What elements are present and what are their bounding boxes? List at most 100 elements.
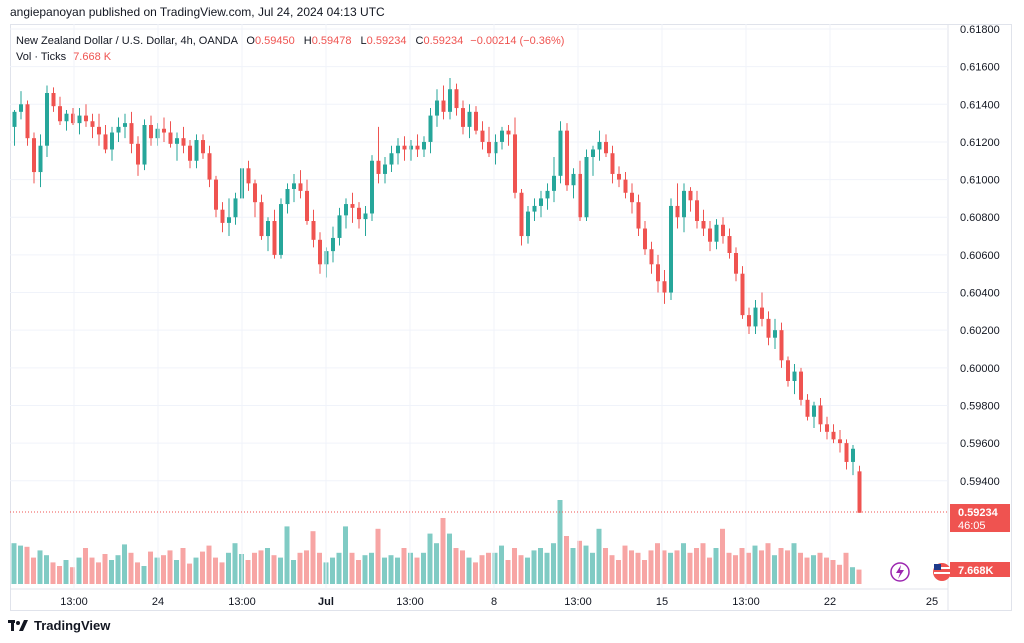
volume-bar bbox=[629, 550, 634, 584]
candle-body bbox=[149, 125, 153, 139]
y-tick-label: 0.61200 bbox=[960, 137, 1000, 149]
candle-body bbox=[851, 448, 855, 462]
footer-brand[interactable]: TradingView bbox=[8, 618, 110, 633]
x-tick-label: Jul bbox=[318, 596, 334, 608]
high-label: H bbox=[303, 35, 312, 47]
volume-bar bbox=[343, 526, 348, 584]
y-tick-label: 0.60000 bbox=[960, 363, 1000, 375]
lightning-event-icon[interactable] bbox=[890, 562, 910, 582]
volume-bar bbox=[174, 560, 179, 584]
volume-bar bbox=[512, 548, 517, 584]
volume-bar bbox=[167, 550, 173, 584]
candle-body bbox=[409, 145, 413, 150]
candle-body bbox=[545, 190, 550, 199]
volume-bar bbox=[317, 552, 322, 584]
candle-body bbox=[415, 145, 420, 150]
volume-bar bbox=[375, 528, 381, 584]
candle-body bbox=[682, 190, 686, 218]
x-tick-label: 13:00 bbox=[60, 596, 88, 608]
candle-body bbox=[818, 405, 823, 425]
candle-body bbox=[363, 213, 368, 220]
volume-bar bbox=[349, 552, 355, 584]
volume-bar bbox=[765, 543, 771, 584]
volume-bar bbox=[154, 557, 160, 584]
last-price-label: 0.59234 bbox=[958, 507, 999, 519]
candle-body bbox=[129, 123, 134, 144]
high-value: 0.59478 bbox=[311, 35, 352, 47]
volume-bar bbox=[811, 555, 816, 584]
volume-bar bbox=[752, 545, 758, 584]
last-price-badge bbox=[950, 504, 1010, 533]
candle-body bbox=[402, 145, 407, 150]
volume-bar bbox=[674, 550, 680, 584]
candle-body bbox=[389, 153, 394, 165]
candle-body bbox=[292, 183, 296, 189]
volume-bar bbox=[746, 552, 751, 584]
candle-body bbox=[812, 405, 816, 417]
open-label: O bbox=[246, 35, 255, 47]
volume-bar bbox=[401, 548, 407, 584]
y-tick-label: 0.60200 bbox=[960, 325, 1000, 337]
volume-bar bbox=[115, 555, 121, 584]
candle-body bbox=[207, 153, 212, 180]
volume-bar bbox=[505, 560, 511, 584]
volume-bar bbox=[713, 548, 719, 584]
volume-bar bbox=[733, 555, 738, 584]
volume-bar bbox=[577, 540, 582, 584]
volume-bar bbox=[564, 536, 569, 584]
volume-bar bbox=[447, 533, 452, 584]
candle-body bbox=[71, 113, 75, 124]
candle-body bbox=[649, 249, 654, 265]
volume-bar bbox=[642, 560, 647, 584]
volume-bar bbox=[109, 560, 114, 584]
candle-body bbox=[344, 204, 348, 216]
candle-body bbox=[571, 173, 576, 186]
volume-bar bbox=[414, 557, 420, 584]
volume-bar bbox=[661, 550, 667, 584]
candle-body bbox=[350, 204, 355, 208]
candle-body bbox=[19, 104, 23, 112]
volume-bar bbox=[590, 552, 595, 584]
volume-bar bbox=[141, 566, 147, 584]
change-value: −0.00214 (−0.36%) bbox=[470, 35, 565, 47]
candle-body bbox=[838, 439, 842, 444]
publisher-header: angiepanoyan published on TradingView.co… bbox=[10, 5, 385, 19]
volume-bar bbox=[50, 562, 56, 584]
candle-body bbox=[500, 130, 504, 142]
volume-label[interactable]: Vol · Ticks bbox=[16, 51, 67, 63]
legend-symbol-row: New Zealand Dollar / U.S. Dollar, 4h, OA… bbox=[16, 33, 564, 49]
volume-bar bbox=[434, 543, 439, 584]
candle-body bbox=[844, 443, 849, 462]
candlestick-chart[interactable]: 0.61800 0.61600 0.61400 0.61200 0.61000 0.608… bbox=[10, 24, 1012, 611]
volume-bar bbox=[11, 543, 17, 584]
candle-body bbox=[285, 189, 290, 205]
volume-bar bbox=[648, 550, 654, 584]
volume-bar bbox=[544, 552, 550, 584]
volume-bar bbox=[570, 548, 576, 584]
candle-body bbox=[220, 209, 225, 223]
candle-body bbox=[493, 141, 498, 154]
candle-body bbox=[753, 307, 758, 327]
candle-body bbox=[714, 224, 719, 242]
volume-bar bbox=[837, 564, 842, 584]
y-tick-label: 0.61400 bbox=[960, 99, 1000, 111]
candle-body bbox=[298, 183, 303, 191]
volume-bar bbox=[226, 552, 231, 584]
countdown-label: 46:05 bbox=[958, 520, 986, 532]
candle-body bbox=[506, 130, 511, 135]
volume-bar bbox=[102, 554, 108, 584]
volume-bar bbox=[200, 551, 205, 584]
volume-bar bbox=[291, 560, 296, 584]
volume-bar bbox=[726, 552, 732, 584]
volume-bar bbox=[336, 552, 342, 584]
us-flag-event-icon[interactable] bbox=[933, 563, 951, 581]
candle-body bbox=[279, 204, 283, 255]
candle-body bbox=[740, 273, 745, 316]
candle-body bbox=[84, 115, 88, 122]
candle-body bbox=[90, 121, 95, 127]
symbol-title[interactable]: New Zealand Dollar / U.S. Dollar, 4h, OA… bbox=[16, 35, 238, 47]
candle-body bbox=[194, 140, 199, 161]
volume-bar bbox=[616, 560, 621, 584]
volume-bar bbox=[694, 548, 699, 584]
volume-bar bbox=[583, 545, 589, 584]
